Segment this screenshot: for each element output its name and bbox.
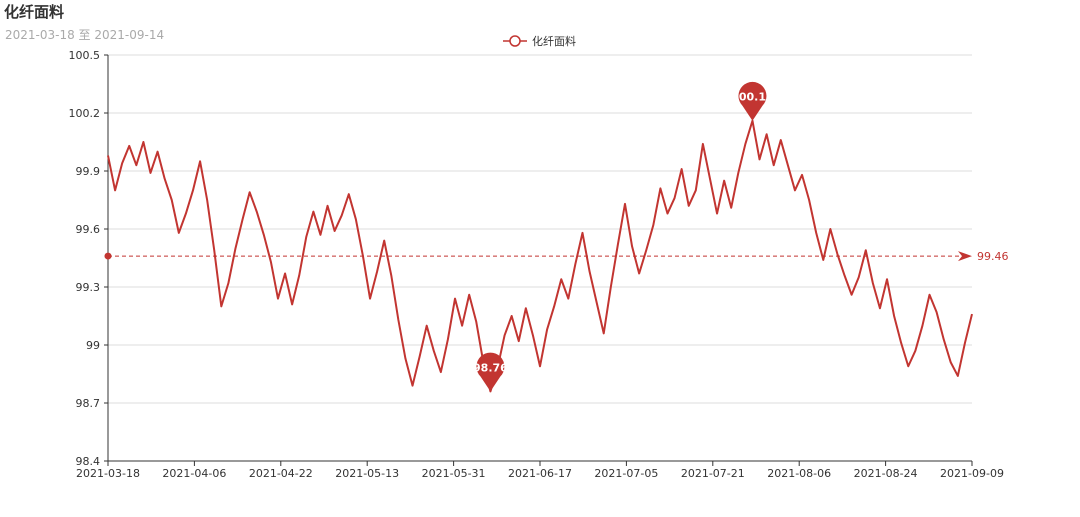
- series-layer: [107, 119, 973, 393]
- legend-circle-icon: [509, 35, 521, 47]
- y-tick-label: 99.6: [76, 223, 101, 236]
- y-tick-label: 98.7: [76, 397, 101, 410]
- max-mark-point: 100.16: [731, 81, 774, 121]
- x-tick-label: 2021-04-06: [162, 467, 226, 480]
- mark-point-layer: 100.16 98.76: [473, 81, 774, 392]
- chart-title: 化纤面料: [4, 3, 65, 21]
- chart-subtitle: 2021-03-18 至 2021-09-14: [5, 28, 165, 42]
- x-tick-label: 2021-08-24: [854, 467, 918, 480]
- x-tick-label: 2021-07-05: [594, 467, 658, 480]
- y-tick-label: 99.3: [76, 281, 101, 294]
- x-tick-label: 2021-06-17: [508, 467, 572, 480]
- x-tick-label: 2021-05-31: [422, 467, 486, 480]
- axis-layer: 98.4 98.7 99 99.3 99.6 99.9 100.2 100.5 2021-03-…: [69, 49, 1004, 480]
- mark-line-arrow-icon: [958, 251, 972, 262]
- x-tick-label: 2021-08-06: [767, 467, 831, 480]
- min-mark-point: 98.76: [473, 352, 508, 392]
- legend[interactable]: 化纤面料: [503, 34, 576, 48]
- mark-point-label: 98.76: [473, 361, 508, 374]
- x-tick-label: 2021-03-18: [76, 467, 140, 480]
- legend-label: 化纤面料: [532, 34, 576, 48]
- x-tick-label: 2021-05-13: [335, 467, 399, 480]
- y-tick-label: 100.5: [69, 49, 101, 62]
- x-tick-label: 2021-09-09: [940, 467, 1004, 480]
- x-tick-label: 2021-04-22: [249, 467, 313, 480]
- x-tick-label: 2021-07-21: [681, 467, 745, 480]
- mark-point-pin-icon: [476, 352, 505, 392]
- y-tick-label: 100.2: [69, 107, 101, 120]
- y-tick-label: 99.9: [76, 165, 101, 178]
- grid-layer: [108, 54, 972, 404]
- y-tick-label: 98.4: [76, 455, 101, 468]
- series-line: [107, 119, 973, 393]
- y-tick-label: 99: [86, 339, 100, 352]
- mark-line-layer: 99.46: [104, 250, 1009, 263]
- mark-line-label: 99.46: [977, 250, 1009, 263]
- mark-point-pin-icon: [738, 81, 767, 121]
- mark-point-label: 100.16: [731, 91, 774, 104]
